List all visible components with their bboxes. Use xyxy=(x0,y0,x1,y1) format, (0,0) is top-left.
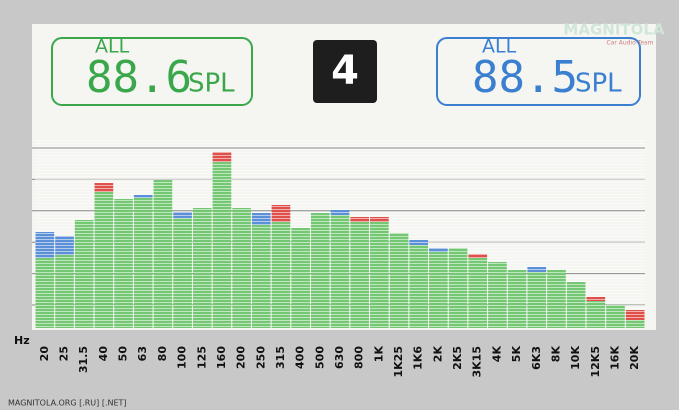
x-tick-label: 630 xyxy=(333,346,346,369)
x-tick-label: 10K xyxy=(569,346,582,370)
right-unit: SPL xyxy=(575,69,622,99)
x-tick-label: 2K5 xyxy=(451,346,464,370)
x-tick-label: 800 xyxy=(353,346,366,369)
x-tick-label: 16K xyxy=(608,346,621,370)
x-tick-label: 3K15 xyxy=(471,346,484,378)
x-tick-label: 40 xyxy=(97,346,110,362)
watermark-tagline: Car Audio Team xyxy=(606,40,653,47)
right-level-box xyxy=(436,37,641,106)
x-tick-label: 315 xyxy=(274,346,287,369)
left-unit: SPL xyxy=(188,69,235,99)
x-tick-label: 4K xyxy=(490,346,503,363)
x-tick-label: 12K5 xyxy=(589,346,602,378)
x-axis-unit: Hz xyxy=(14,334,30,347)
left-channel: ALL xyxy=(95,36,130,58)
x-tick-label: 1K6 xyxy=(412,346,425,370)
x-tick-label: 50 xyxy=(117,346,130,362)
x-tick-label: 200 xyxy=(235,346,248,369)
right-channel: ALL xyxy=(482,36,517,58)
x-tick-label: 8K xyxy=(549,346,562,363)
preset-number: 4 xyxy=(331,48,359,94)
x-tick-label: 5K xyxy=(510,346,523,363)
x-tick-label: 160 xyxy=(215,346,228,369)
x-tick-label: 63 xyxy=(136,346,149,361)
led-stripes xyxy=(35,138,645,328)
right-level: 88.5 xyxy=(472,52,578,103)
x-tick-label: 1K xyxy=(372,346,385,363)
x-tick-label: 31.5 xyxy=(77,346,90,373)
watermark-footer: MAGNITOLA.ORG [.RU] [.NET] xyxy=(8,399,127,408)
x-tick-label: 25 xyxy=(58,346,71,361)
left-level: 88.6 xyxy=(86,52,192,103)
x-tick-label: 100 xyxy=(176,346,189,369)
x-tick-label: 1K25 xyxy=(392,346,405,378)
left-level-box xyxy=(51,37,253,106)
x-tick-label: 6K3 xyxy=(530,346,543,370)
x-tick-label: 500 xyxy=(313,346,326,369)
x-tick-label: 250 xyxy=(254,346,267,369)
x-tick-label: 2K xyxy=(431,346,444,363)
watermark-logo: MAGNITOLA xyxy=(563,21,665,39)
x-tick-label: 400 xyxy=(294,346,307,369)
x-tick-label: 20 xyxy=(38,346,51,362)
x-tick-label: 20K xyxy=(628,346,641,370)
x-tick-label: 80 xyxy=(156,346,169,362)
x-tick-label: 125 xyxy=(195,346,208,369)
preset-box xyxy=(313,40,377,103)
